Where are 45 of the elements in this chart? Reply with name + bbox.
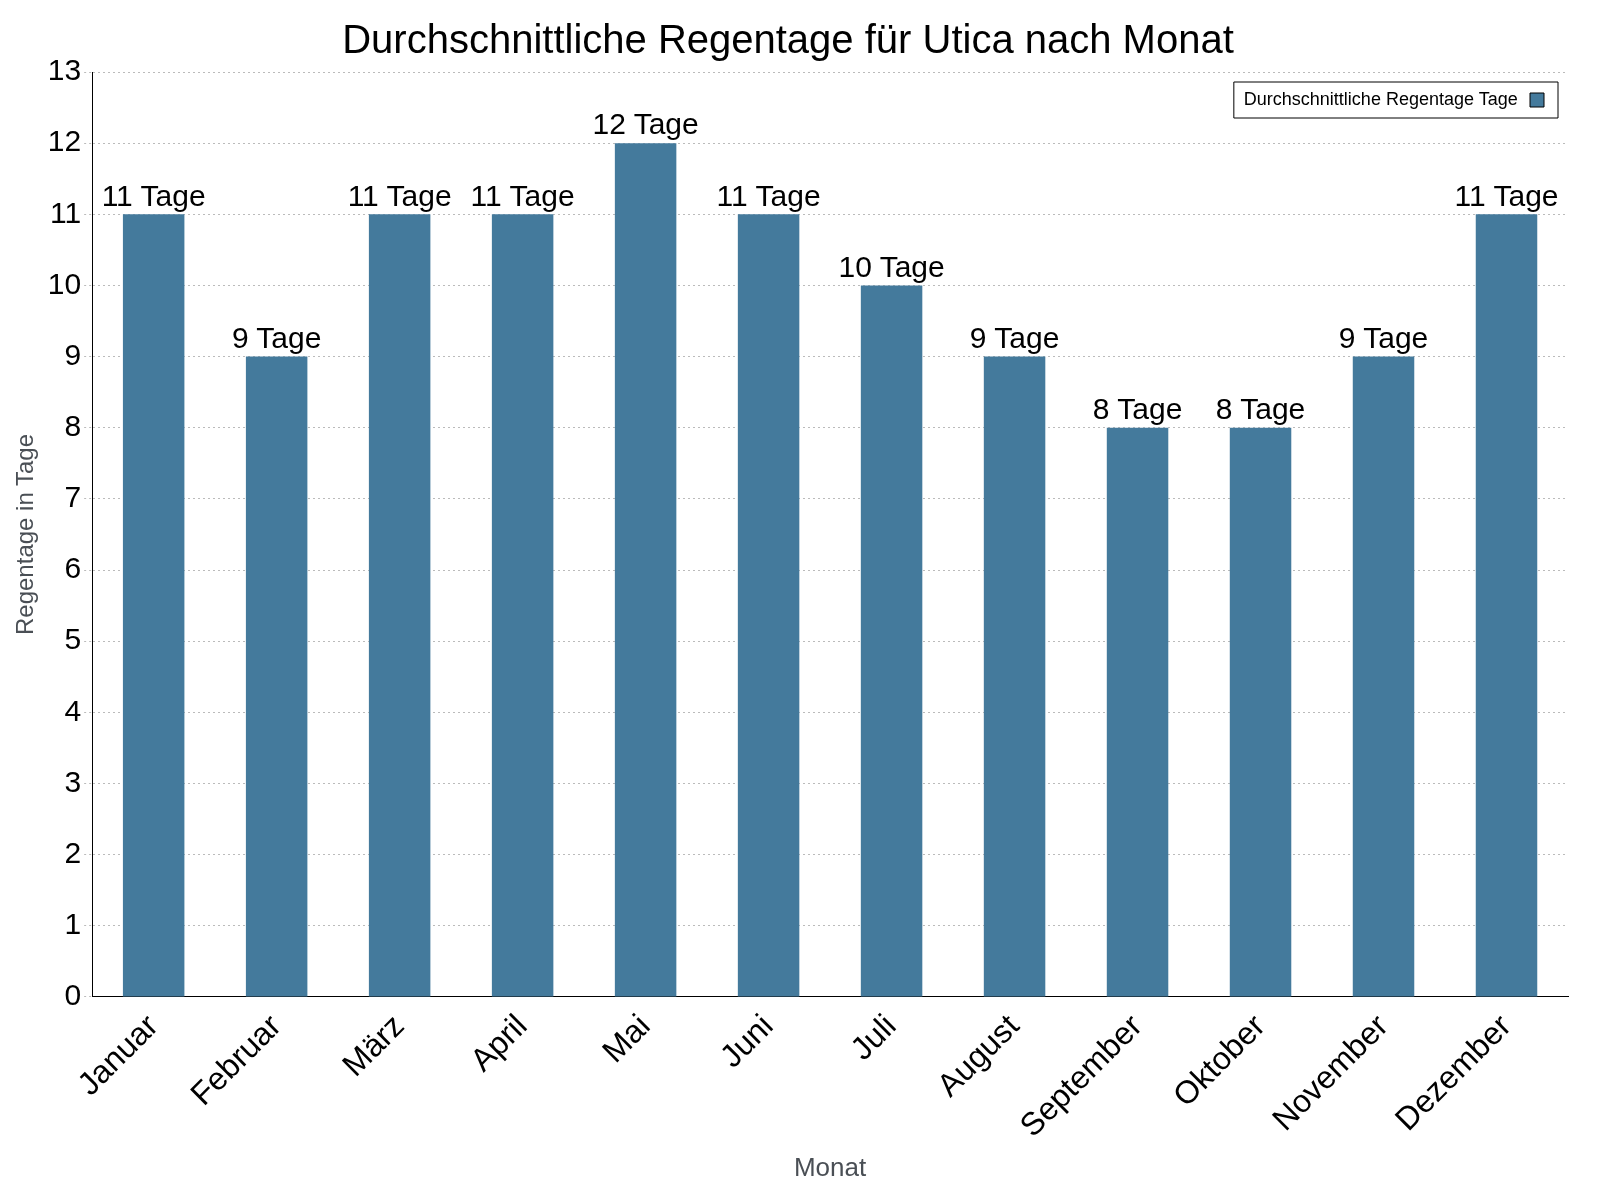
x-tick-label: Mai: [594, 1007, 657, 1070]
bar: [1352, 356, 1415, 997]
data-label: 11 Tage: [1454, 178, 1559, 212]
data-label: 8 Tage: [1215, 392, 1306, 426]
y-tick-label: 0: [64, 978, 82, 1012]
bar: [983, 356, 1046, 997]
y-tick-label: 12: [47, 124, 82, 158]
data-label: 11 Tage: [716, 178, 821, 212]
y-tick-label: 13: [47, 53, 82, 87]
legend-label: Durchschnittliche Regentage Tage: [1243, 88, 1518, 109]
y-tick-label: 6: [64, 551, 82, 585]
y-tick-label: 1: [64, 907, 82, 941]
y-tick-label: 10: [47, 266, 82, 300]
x-tick-label: Juni: [712, 1007, 780, 1075]
y-tick-label: 9: [64, 337, 82, 371]
y-tick-label: 5: [64, 622, 82, 656]
data-label: 10 Tage: [838, 249, 945, 283]
y-tick-label: 3: [64, 764, 82, 798]
bar: [1229, 427, 1292, 997]
data-label: 12 Tage: [592, 107, 699, 141]
x-axis-title: Monat: [793, 1151, 867, 1182]
bar: [1475, 214, 1538, 997]
y-tick-label: 7: [64, 480, 82, 514]
data-label: 11 Tage: [347, 178, 452, 212]
chart-title: Durchschnittliche Regentage für Utica nach Monat: [342, 17, 1234, 62]
data-label: 11 Tage: [101, 178, 206, 212]
bar: [245, 356, 308, 997]
data-label: 11 Tage: [470, 178, 575, 212]
y-tick-label: 2: [64, 835, 82, 869]
data-label: 8 Tage: [1092, 392, 1183, 426]
bar: [614, 143, 677, 997]
bar: [122, 214, 185, 997]
bar: [860, 285, 923, 997]
bar: [491, 214, 554, 997]
x-tick-label: Juli: [843, 1007, 903, 1067]
y-tick-label: 4: [64, 693, 82, 727]
data-label: 9 Tage: [969, 320, 1060, 354]
y-tick-label: 11: [50, 195, 82, 229]
bar: [1106, 427, 1169, 997]
bar: [368, 214, 431, 997]
y-axis-title: Regentage in Tage: [11, 433, 39, 636]
bar: [737, 214, 800, 997]
data-label: 9 Tage: [231, 320, 322, 354]
y-tick-label: 8: [64, 409, 82, 443]
data-label: 9 Tage: [1338, 320, 1429, 354]
